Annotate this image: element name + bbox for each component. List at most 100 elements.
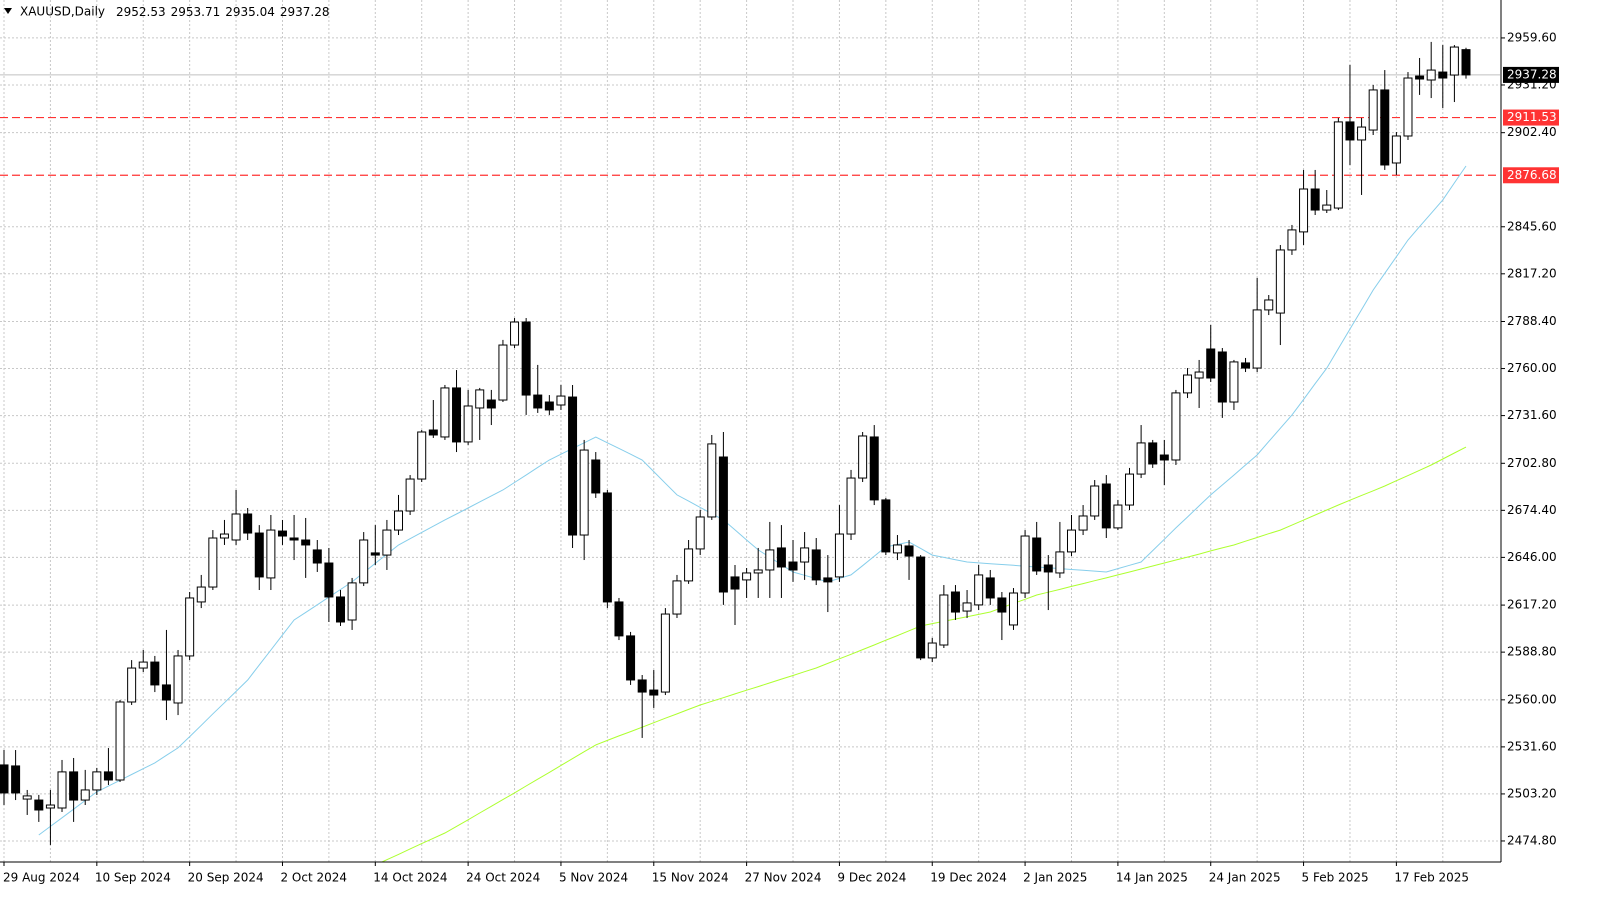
candle-body xyxy=(649,689,659,696)
candle-body xyxy=(103,771,113,781)
x-tick-label: 5 Nov 2024 xyxy=(559,871,628,885)
candle-body xyxy=(1032,537,1042,572)
x-tick-label: 19 Dec 2024 xyxy=(930,871,1007,885)
candle-body xyxy=(1310,188,1320,211)
candle-body xyxy=(45,804,55,809)
y-tick-label: 2503.20 xyxy=(1507,786,1557,800)
candle-body xyxy=(1066,529,1076,553)
candle-body xyxy=(510,321,520,346)
candle-body xyxy=(1159,454,1169,461)
candle-body xyxy=(904,545,914,557)
candle-body xyxy=(1380,89,1390,166)
candle-body xyxy=(486,399,496,409)
candle-body xyxy=(765,549,775,571)
candle-body xyxy=(1241,362,1251,369)
candle-body xyxy=(335,596,345,623)
candle-body xyxy=(533,394,543,409)
candle-body xyxy=(776,547,786,568)
candle-body xyxy=(254,532,264,578)
price-label-box xyxy=(1503,66,1559,83)
candle-body xyxy=(544,401,554,411)
candle-body xyxy=(173,655,183,704)
candle-body xyxy=(452,387,462,443)
candle-body xyxy=(1229,361,1239,403)
price-label: 2911.53 xyxy=(1507,110,1557,124)
candle-body xyxy=(556,395,566,406)
candle-body xyxy=(463,405,473,443)
candle-body xyxy=(359,539,369,584)
x-tick-label: 14 Jan 2025 xyxy=(1116,871,1188,885)
y-tick-label: 2617.20 xyxy=(1507,598,1557,612)
candle-body xyxy=(916,556,926,659)
candle-body xyxy=(1055,551,1065,574)
y-tick-label: 2588.80 xyxy=(1507,645,1557,659)
candle-body xyxy=(985,577,995,599)
candle-body xyxy=(684,548,694,582)
candle-body xyxy=(289,537,299,541)
price-label: 2876.68 xyxy=(1507,168,1557,182)
candle-body xyxy=(1275,249,1285,314)
candle-body xyxy=(823,577,833,583)
candle-body xyxy=(626,635,636,681)
y-tick-label: 2674.40 xyxy=(1507,503,1557,517)
candle-body xyxy=(1449,46,1459,76)
candle-body xyxy=(834,533,844,578)
y-tick-label: 2731.60 xyxy=(1507,408,1557,422)
candle-body xyxy=(69,771,79,801)
candle-body xyxy=(11,765,21,794)
candle-body xyxy=(80,789,90,801)
candle-body xyxy=(753,569,763,574)
candle-body xyxy=(1113,504,1123,529)
x-tick-label: 14 Oct 2024 xyxy=(373,871,447,885)
candle-body xyxy=(718,456,728,593)
candle-body xyxy=(115,701,125,781)
candle-body xyxy=(660,613,670,693)
x-tick-label: 24 Oct 2024 xyxy=(466,871,540,885)
candle-body xyxy=(939,594,949,646)
candle-body xyxy=(498,344,508,401)
candle-body xyxy=(1194,371,1204,379)
candle-body xyxy=(347,582,357,621)
candle-body xyxy=(1264,299,1274,311)
candle-body xyxy=(57,771,67,809)
candle-body xyxy=(927,642,937,659)
candle-body xyxy=(324,562,334,598)
candle-body xyxy=(950,591,960,613)
candle-body xyxy=(1078,515,1088,531)
menu-arrow[interactable] xyxy=(4,8,12,14)
candle-body xyxy=(997,597,1007,613)
candle-body xyxy=(22,795,32,800)
candle-body xyxy=(1171,392,1181,461)
candle-body xyxy=(1020,535,1030,594)
y-tick-label: 2531.60 xyxy=(1507,739,1557,753)
y-tick-label: 2959.60 xyxy=(1507,30,1557,44)
candle-body xyxy=(846,477,856,535)
candle-body xyxy=(974,574,984,606)
y-tick-label: 2760.00 xyxy=(1507,361,1557,375)
candle-body xyxy=(742,572,752,581)
candle-body xyxy=(34,799,44,811)
candle-body xyxy=(568,396,578,536)
candle-body xyxy=(1090,485,1100,517)
candle-body xyxy=(707,443,717,518)
candle-body xyxy=(1415,75,1425,80)
ohlc-value: 2937.28 xyxy=(280,5,330,19)
candle-body xyxy=(196,586,206,603)
candle-body xyxy=(1299,188,1309,233)
y-tick-label: 2845.60 xyxy=(1507,219,1557,233)
candle-body xyxy=(695,516,705,550)
y-tick-label: 2474.80 xyxy=(1507,833,1557,847)
candle-body xyxy=(637,679,647,693)
candle-body xyxy=(1287,229,1297,251)
candle-body xyxy=(521,321,531,396)
y-tick-label: 2560.00 xyxy=(1507,692,1557,706)
candle-body xyxy=(219,533,229,539)
candle-body xyxy=(1206,348,1216,379)
candle-body xyxy=(1043,564,1053,573)
x-tick-label: 2 Oct 2024 xyxy=(280,871,347,885)
ohlc-header: 2952.53 2953.71 2935.04 2937.28 xyxy=(116,5,330,19)
y-tick-label: 2646.00 xyxy=(1507,550,1557,564)
candle-body xyxy=(1357,126,1367,141)
